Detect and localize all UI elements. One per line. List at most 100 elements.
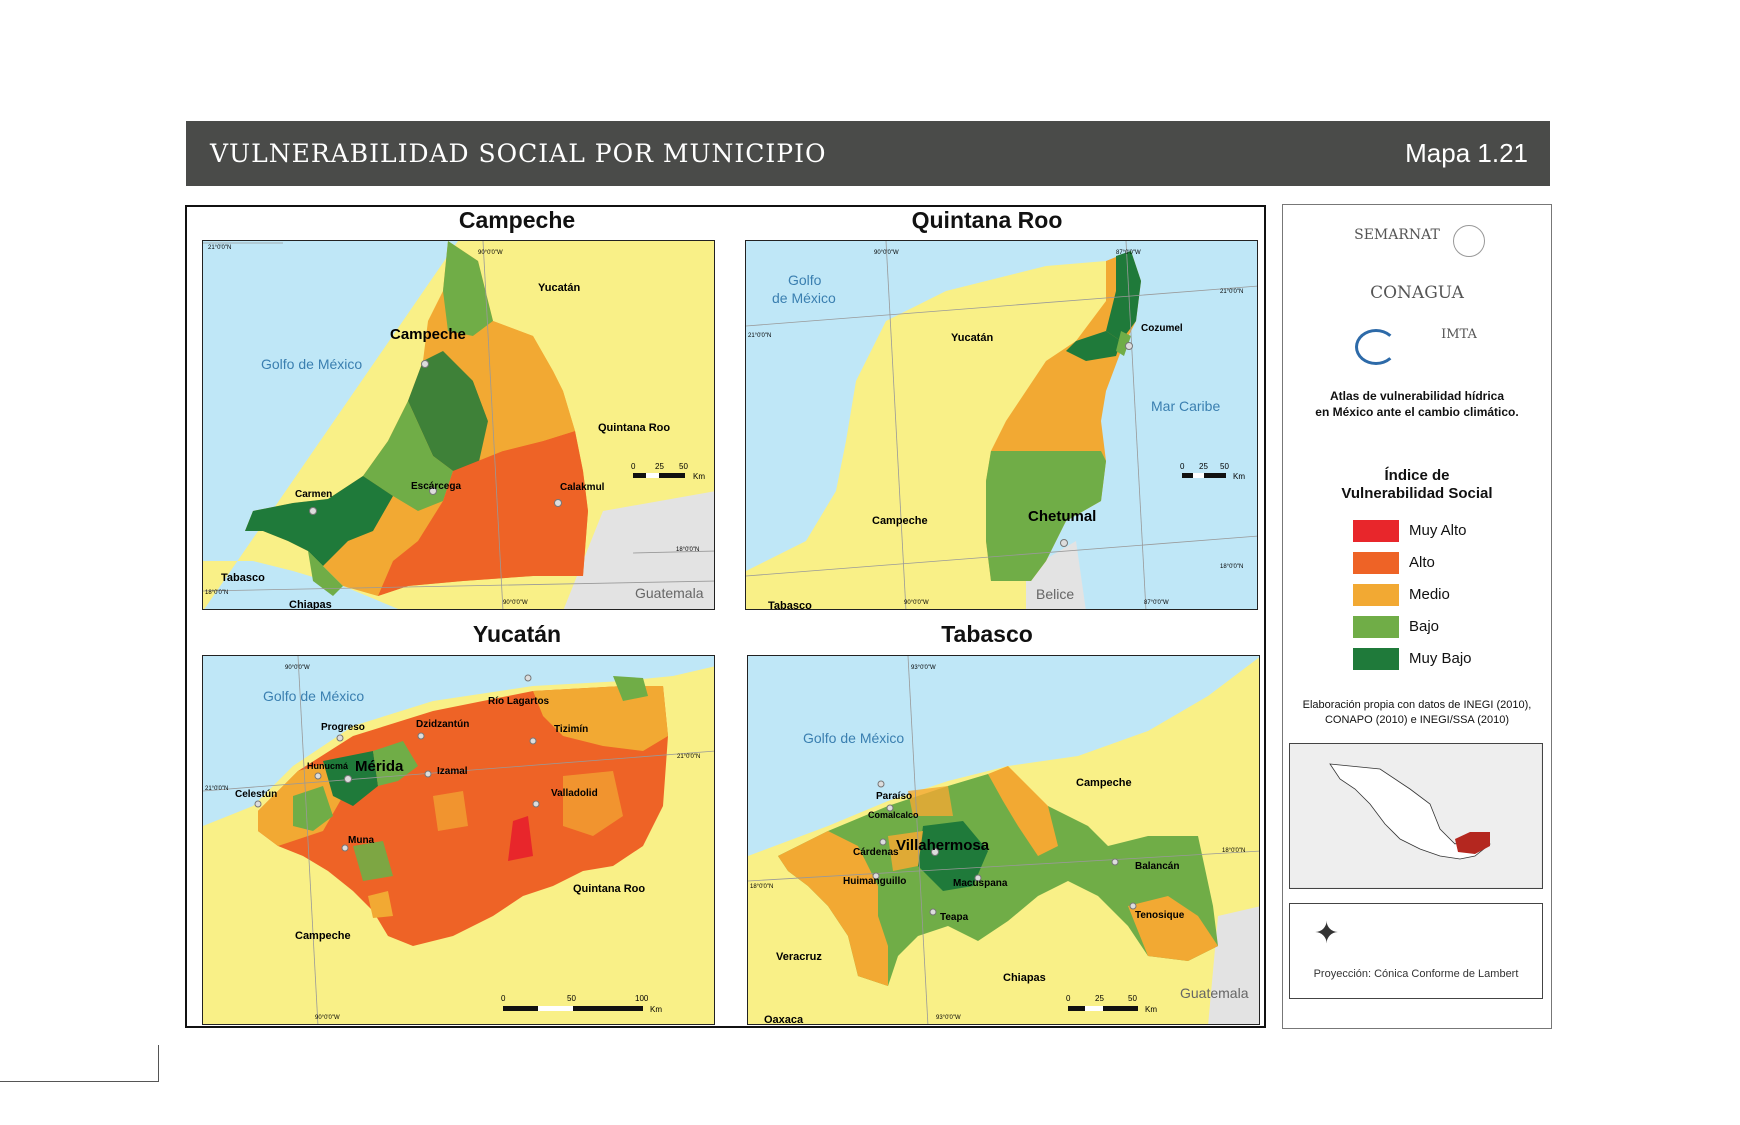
label-balancan: Balancán [1135, 861, 1179, 872]
label-campeche: Campeche [872, 515, 928, 527]
legend-swatch [1353, 520, 1399, 542]
atlas-line-1: Atlas de vulnerabilidad hídrica [1329, 389, 1505, 403]
svg-text:Km: Km [693, 472, 705, 481]
legend-swatch [1353, 648, 1399, 670]
city-marker [1060, 539, 1068, 547]
label-golfo: Golfo de México [263, 688, 364, 704]
label-tabasco: Tabasco [768, 600, 812, 610]
label-campeche: Campeche [295, 930, 351, 942]
panel-quintana-roo: Golfo de México Yucatán Cozumel Mar Cari… [745, 240, 1258, 610]
panel-yucatan: Golfo de México Río Lagartos Progreso Dz… [202, 655, 715, 1025]
coord-right-lat: 21°0'0"N [677, 754, 700, 760]
svg-text:0: 0 [1180, 462, 1185, 471]
page-corner-line [0, 1045, 159, 1082]
svg-text:50: 50 [679, 462, 688, 471]
city-marker [1125, 342, 1133, 350]
label-guatemala: Guatemala [1180, 985, 1249, 1001]
label-golfo-1: Golfo [788, 272, 822, 288]
city-marker [341, 844, 349, 852]
label-yucatan: Yucatán [538, 282, 580, 294]
label-chiapas: Chiapas [289, 599, 332, 610]
city-marker [314, 772, 322, 780]
source-line-2: CONAPO (2010) e INEGI/SSA (2010) [1324, 714, 1510, 726]
coord-top-lon-1: 90°0'0"W [874, 250, 899, 256]
svg-text:0: 0 [501, 994, 506, 1003]
coord-top-lon: 90°0'0"W [285, 665, 310, 671]
scale-bar: 0 25 50 Km [1066, 994, 1157, 1014]
svg-text:50: 50 [567, 994, 576, 1003]
legend-title-2: Vulnerabilidad Social [1341, 485, 1493, 502]
label-qroo: Quintana Roo [598, 422, 670, 434]
projection-box: ✦ Proyección: Cónica Conforme de Lambert [1289, 903, 1543, 999]
imta-logo: IMTA [1441, 327, 1477, 342]
city-marker [309, 507, 317, 515]
coord-top-lon-2: 87°0'0"W [1116, 250, 1141, 256]
maps-frame: Campeche Campeche Y [185, 205, 1266, 1028]
map-header: VULNERABILIDAD SOCIAL POR MUNICIPIO Mapa… [186, 121, 1550, 186]
coord-lat-top: 21°0'0"N [208, 245, 231, 251]
city-marker [254, 800, 262, 808]
legend-swatch [1353, 584, 1399, 606]
label-paraiso: Paraíso [876, 791, 912, 802]
city-marker [417, 732, 425, 740]
label-huimanguillo: Huimanguillo [843, 876, 906, 887]
label-progreso: Progreso [321, 722, 365, 733]
city-marker [429, 487, 437, 495]
label-villahermosa: Villahermosa [896, 837, 990, 854]
svg-text:100: 100 [635, 994, 649, 1003]
imta-wave-icon [1355, 329, 1397, 365]
city-marker [877, 780, 885, 788]
coord-lat-right: 18°0'0"N [676, 547, 699, 553]
label-valladolid: Valladolid [551, 788, 598, 799]
legend-swatch [1353, 552, 1399, 574]
label-escarcega: Escárcega [411, 481, 461, 492]
panel-campeche: Campeche Yucatán Golfo de México Quintan… [202, 240, 715, 610]
label-veracruz: Veracruz [776, 951, 822, 963]
label-yucatan: Yucatán [951, 332, 993, 344]
city-marker [554, 499, 562, 507]
label-comalcalco: Comalcalco [868, 810, 919, 820]
city-marker [424, 770, 432, 778]
label-macuspana: Macuspana [953, 878, 1008, 889]
map-code: Mapa 1.21 [1405, 138, 1528, 168]
label-celestun: Celestún [235, 789, 277, 800]
label-golfo-2: de México [772, 290, 836, 306]
projection-label: Proyección: Cónica Conforme de Lambert [1313, 968, 1519, 980]
label-tizimin: Tizimín [554, 724, 588, 735]
city-marker [879, 838, 887, 846]
svg-text:25: 25 [1199, 462, 1208, 471]
city-marker [872, 872, 880, 880]
svg-text:Km: Km [650, 1005, 662, 1014]
coord-bottom-lon: 90°0'0"W [503, 600, 528, 606]
city-marker [1111, 858, 1119, 866]
city-marker [929, 908, 937, 916]
label-rio-lagartos: Río Lagartos [488, 696, 550, 707]
semarnat-logo: SEMARNAT [1354, 227, 1440, 243]
label-cardenas: Cárdenas [853, 847, 899, 858]
label-chetumal: Chetumal [1028, 508, 1096, 525]
coord-left-lat: 21°0'0"N [205, 786, 228, 792]
scale-bar: 0 50 100 Km [501, 994, 662, 1014]
svg-text:50: 50 [1220, 462, 1229, 471]
coord-top-lon: 93°0'0"W [911, 665, 936, 671]
label-belice: Belice [1036, 586, 1074, 602]
label-carmen: Carmen [295, 489, 332, 500]
atlas-line-2: en México ante el cambio climático. [1315, 405, 1519, 419]
city-marker [931, 848, 939, 856]
label-tenosique: Tenosique [1135, 910, 1185, 921]
label-cozumel: Cozumel [1141, 323, 1183, 334]
coord-bottom-lon: 90°0'0"W [315, 1015, 340, 1021]
coord-right-lat-2: 18°0'0"N [1220, 564, 1243, 570]
city-marker [344, 775, 352, 783]
label-dzidzantun: Dzidzantún [416, 719, 469, 730]
label-izamal: Izamal [437, 766, 468, 777]
source-line-1: Elaboración propia con datos de INEGI (2… [1302, 699, 1532, 711]
coord-top-lon: 90°0'0"W [478, 250, 503, 256]
coord-lat-bottom: 18°0'0"N [205, 590, 228, 596]
svg-text:50: 50 [1128, 994, 1137, 1003]
coord-bottom-lon-2: 87°0'0"W [1144, 600, 1169, 606]
label-muna: Muna [348, 835, 375, 846]
legend-swatch [1353, 616, 1399, 638]
svg-text:25: 25 [1095, 994, 1104, 1003]
coord-left-lat: 21°0'0"N [748, 333, 771, 339]
